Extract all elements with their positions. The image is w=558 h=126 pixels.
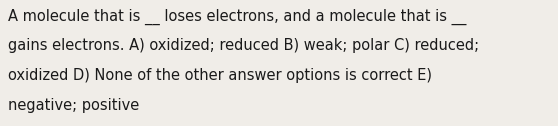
Text: oxidized D) None of the other answer options is correct E): oxidized D) None of the other answer opt… xyxy=(8,68,432,83)
Text: negative; positive: negative; positive xyxy=(8,98,140,113)
Text: A molecule that is __ loses electrons, and a molecule that is __: A molecule that is __ loses electrons, a… xyxy=(8,9,466,25)
Text: gains electrons. A) oxidized; reduced B) weak; polar C) reduced;: gains electrons. A) oxidized; reduced B)… xyxy=(8,38,479,53)
